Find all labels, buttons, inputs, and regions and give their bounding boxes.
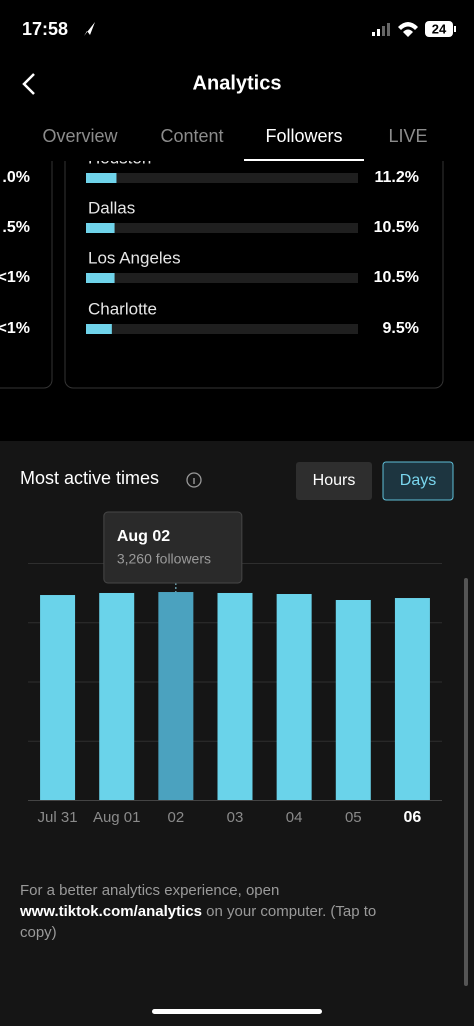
- baseline: [28, 800, 442, 801]
- tooltip-text: 3,260 followers: [117, 551, 211, 567]
- city-percent: 9.5%: [383, 320, 419, 337]
- tab[interactable]: Overview: [42, 126, 118, 146]
- wifi-icon: [398, 22, 418, 37]
- footer-link[interactable]: www.tiktok.com/analytics: [19, 903, 202, 920]
- tab-indicator: [244, 159, 364, 161]
- city-bar: [86, 324, 112, 334]
- x-tick-label: 04: [286, 809, 303, 826]
- battery-icon: [425, 21, 453, 37]
- bar[interactable]: [335, 600, 371, 800]
- info-icon-dot: [193, 478, 195, 484]
- x-tick-label: 02: [168, 809, 185, 826]
- city-bar: [86, 173, 117, 183]
- city-name: Charlotte: [88, 299, 157, 318]
- location-icon: [84, 22, 95, 36]
- footer-text: For a better analytics experience, open: [20, 882, 279, 899]
- tab[interactable]: Followers: [265, 126, 342, 146]
- x-tick-label: 05: [345, 809, 362, 826]
- section-title: Most active times: [20, 468, 159, 488]
- status-time: 17:58: [22, 19, 68, 39]
- x-tick-label: 06: [404, 809, 422, 826]
- x-tick-label: 03: [227, 809, 244, 826]
- left-percent: <1%: [0, 269, 30, 286]
- tooltip: [103, 511, 243, 584]
- bar[interactable]: [217, 592, 253, 800]
- left-card: [0, 161, 53, 389]
- tab[interactable]: LIVE: [388, 126, 427, 146]
- city-track: [86, 173, 358, 183]
- city-name: Los Angeles: [88, 248, 181, 267]
- bar[interactable]: [394, 598, 430, 800]
- bar[interactable]: [276, 594, 312, 800]
- left-percent: .5%: [2, 219, 30, 236]
- left-percent: .0%: [2, 169, 30, 186]
- city-name: Houston: [88, 148, 151, 167]
- bar[interactable]: [158, 592, 194, 800]
- bar[interactable]: [99, 592, 135, 800]
- x-tick-label: Jul 31: [38, 809, 78, 826]
- city-card: [64, 161, 444, 389]
- battery-tip: [454, 26, 456, 32]
- battery-level: 24: [432, 21, 447, 36]
- footer-text: on your computer. (Tap to: [202, 903, 376, 920]
- info-icon[interactable]: [186, 472, 202, 488]
- toggle-button[interactable]: [382, 461, 454, 501]
- toggle-button[interactable]: [296, 462, 372, 500]
- toggle-label: Hours: [313, 472, 356, 489]
- tab[interactable]: Content: [160, 126, 223, 146]
- city-percent: 10.5%: [374, 219, 419, 236]
- x-tick-label: Aug 01: [93, 809, 141, 826]
- tooltip-title: Aug 02: [117, 528, 170, 545]
- bar[interactable]: [40, 595, 76, 800]
- footer-text: copy): [20, 924, 57, 941]
- scrollbar: [464, 578, 468, 986]
- city-percent: 10.5%: [374, 269, 419, 286]
- city-track: [86, 223, 358, 233]
- city-bar: [86, 223, 115, 233]
- left-percent: <1%: [0, 320, 30, 337]
- city-track: [86, 324, 358, 334]
- back-button[interactable]: [22, 73, 35, 95]
- page-title: Analytics: [193, 72, 282, 94]
- city-name: Dallas: [88, 198, 135, 217]
- city-bar: [86, 273, 115, 283]
- city-track: [86, 273, 358, 283]
- toggle-label: Days: [400, 472, 436, 489]
- city-percent: 11.2%: [375, 169, 419, 186]
- home-indicator: [152, 1009, 322, 1014]
- signal-icon: [372, 23, 390, 36]
